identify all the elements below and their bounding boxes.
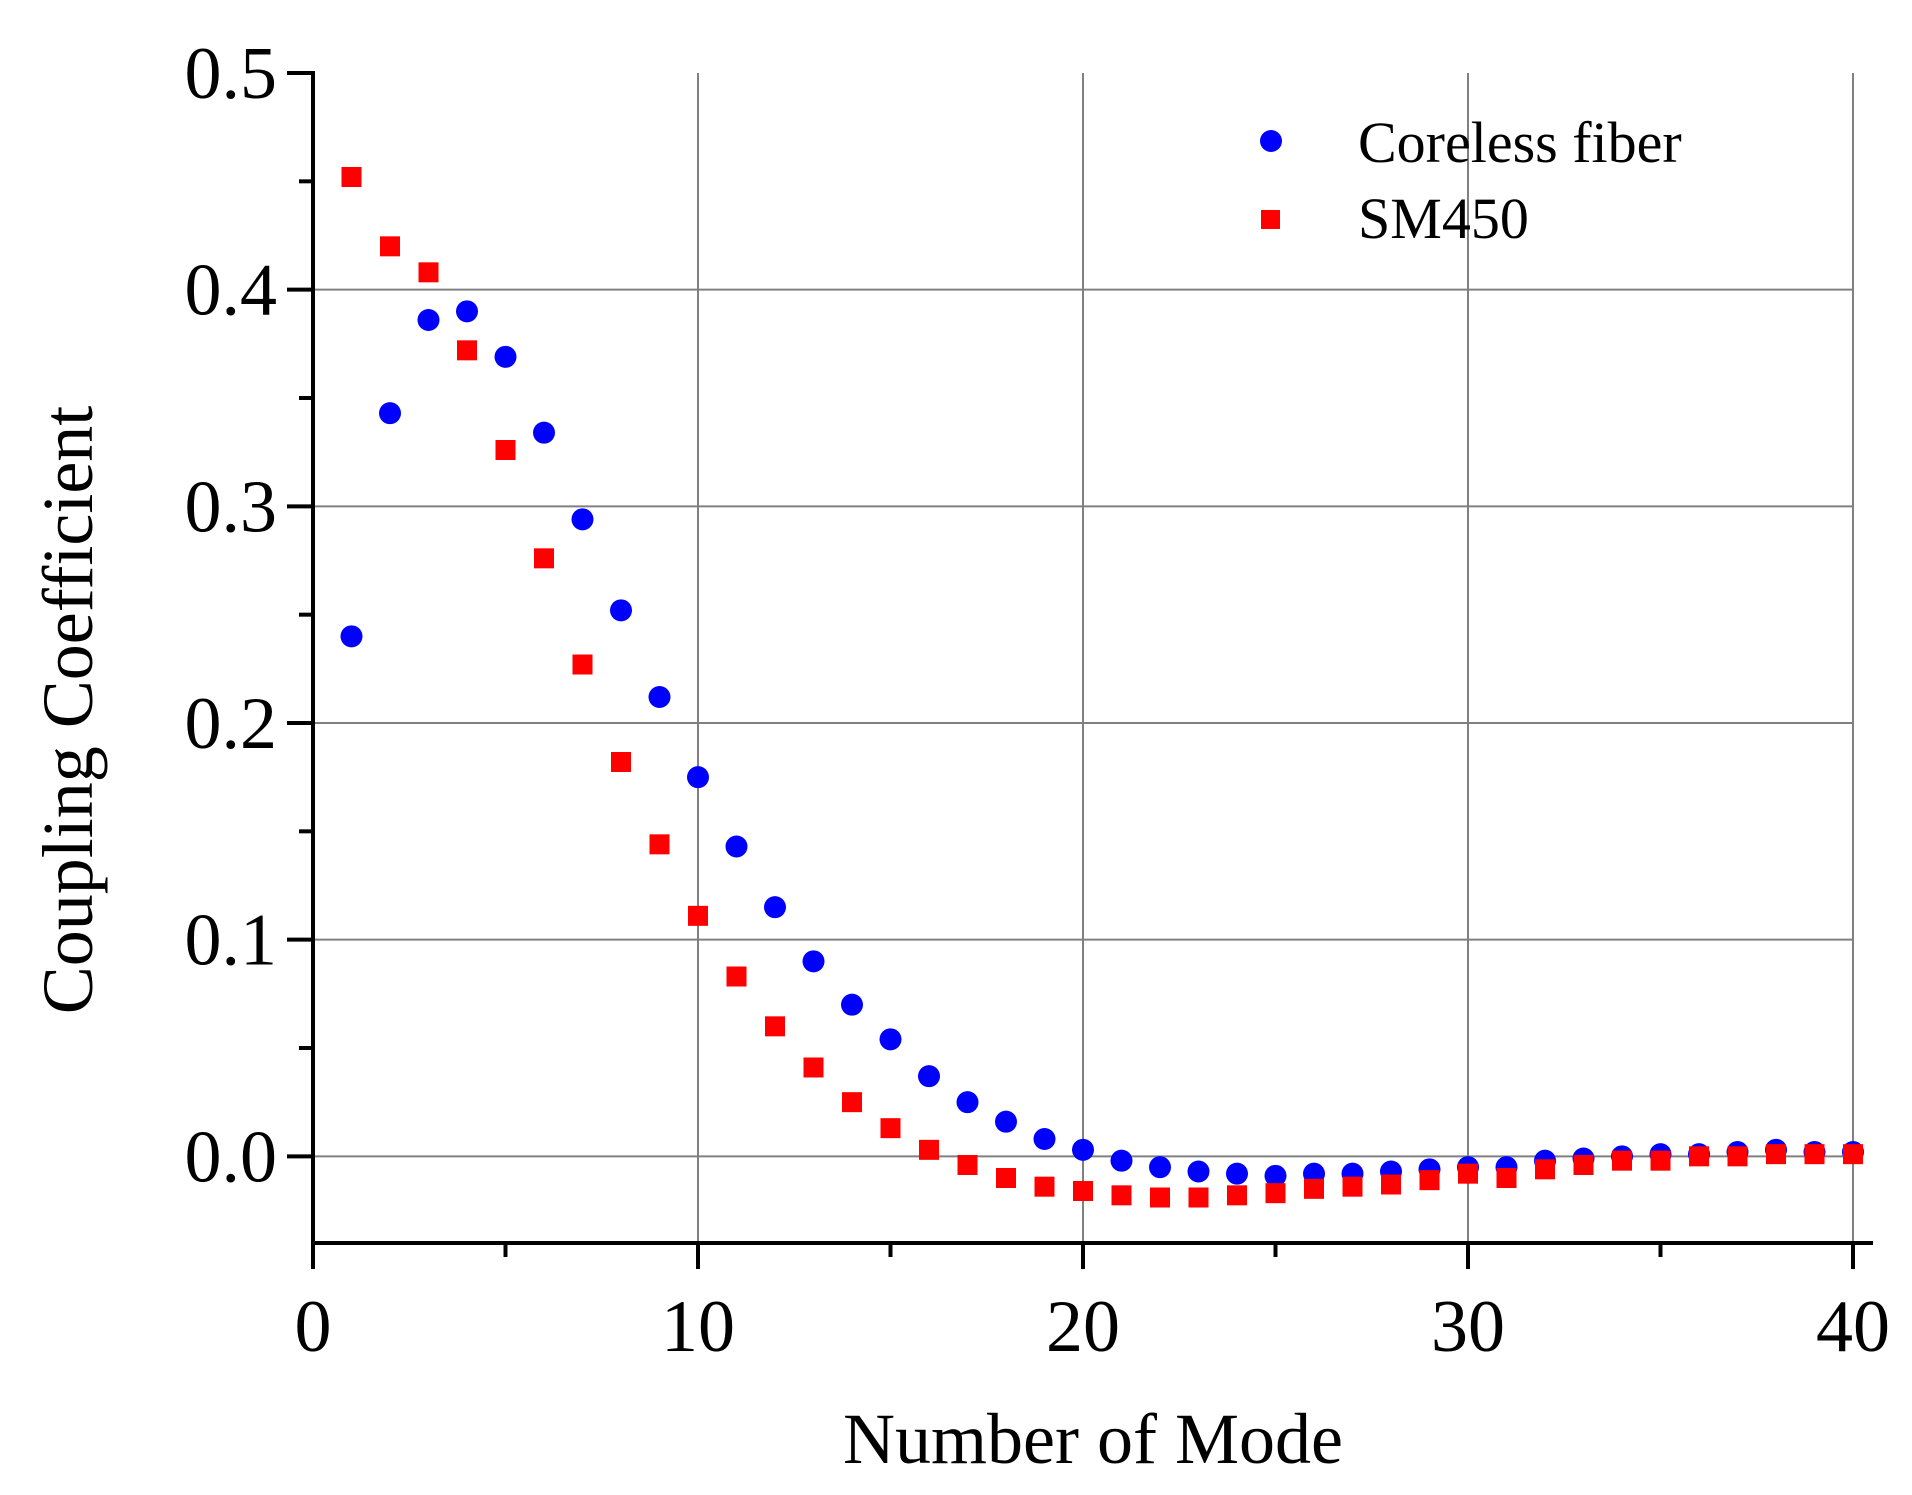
point-coreless-fiber — [1226, 1162, 1248, 1185]
point-coreless-fiber — [417, 309, 440, 331]
point-sm450 — [957, 1155, 978, 1175]
point-sm450 — [1804, 1144, 1825, 1165]
point-sm450 — [1766, 1144, 1786, 1165]
point-coreless-fiber — [648, 686, 671, 708]
point-sm450 — [611, 752, 631, 772]
point-sm450 — [457, 340, 477, 361]
point-sm450 — [1727, 1146, 1748, 1167]
legend-marker-coreless-fiber — [1260, 130, 1282, 152]
point-sm450 — [765, 1016, 785, 1037]
point-sm450 — [1034, 1176, 1055, 1197]
y-tick-label: 0.0 — [185, 1116, 278, 1198]
point-coreless-fiber — [956, 1091, 979, 1114]
ticks: 0 10 20 30 40 0.0 0.1 0.2 0.3 0.4 0.5 — [185, 33, 1891, 1368]
y-tick-label: 0.5 — [185, 33, 278, 115]
point-sm450 — [726, 966, 747, 987]
point-sm450 — [803, 1057, 824, 1078]
point-sm450 — [341, 167, 362, 187]
point-sm450 — [688, 905, 708, 926]
y-tick-label: 0.1 — [185, 900, 278, 982]
x-tick-label: 40 — [1816, 1286, 1890, 1368]
point-coreless-fiber — [1264, 1164, 1287, 1187]
point-coreless-fiber — [379, 402, 401, 425]
legend-label-coreless-fiber: Coreless fiber — [1358, 110, 1682, 175]
point-coreless-fiber — [456, 300, 478, 323]
point-sm450 — [1227, 1185, 1247, 1206]
point-sm450 — [1304, 1178, 1324, 1199]
grid — [313, 73, 1854, 1243]
point-sm450 — [1265, 1183, 1286, 1204]
x-tick-label: 20 — [1046, 1286, 1120, 1368]
point-coreless-fiber — [995, 1110, 1017, 1133]
point-sm450 — [1612, 1150, 1632, 1171]
point-coreless-fiber — [918, 1065, 940, 1088]
point-sm450 — [1150, 1187, 1170, 1208]
point-coreless-fiber — [1072, 1138, 1094, 1161]
point-coreless-fiber — [1187, 1160, 1210, 1183]
point-coreless-fiber — [494, 345, 517, 368]
point-coreless-fiber — [1149, 1156, 1171, 1179]
legend: Coreless fiber SM450 — [1260, 110, 1682, 251]
point-sm450 — [1111, 1185, 1132, 1206]
point-coreless-fiber — [533, 421, 555, 444]
point-coreless-fiber — [879, 1028, 902, 1051]
point-sm450 — [880, 1118, 901, 1139]
point-sm450 — [534, 548, 554, 569]
point-coreless-fiber — [1110, 1149, 1133, 1172]
point-sm450 — [1650, 1150, 1671, 1171]
data-points — [340, 167, 1864, 1208]
point-coreless-fiber — [610, 599, 632, 622]
point-sm450 — [649, 834, 670, 855]
point-sm450 — [572, 654, 593, 675]
point-coreless-fiber — [725, 835, 748, 858]
point-sm450 — [842, 1092, 862, 1113]
point-sm450 — [1458, 1163, 1478, 1184]
point-coreless-fiber — [687, 766, 709, 789]
point-sm450 — [919, 1139, 939, 1160]
y-tick-label: 0.3 — [185, 466, 278, 548]
point-coreless-fiber — [802, 950, 825, 973]
point-sm450 — [1342, 1176, 1363, 1197]
point-sm450 — [1843, 1144, 1863, 1165]
point-sm450 — [1573, 1155, 1594, 1175]
point-sm450 — [996, 1168, 1016, 1188]
point-sm450 — [1496, 1168, 1517, 1188]
point-sm450 — [1419, 1170, 1440, 1191]
point-sm450 — [495, 440, 516, 460]
point-coreless-fiber — [841, 993, 863, 1016]
x-axis-title: Number of Mode — [843, 1399, 1343, 1479]
y-tick-label: 0.2 — [185, 683, 278, 765]
y-tick-label: 0.4 — [185, 250, 278, 332]
point-coreless-fiber — [340, 625, 363, 648]
x-tick-label: 30 — [1431, 1286, 1505, 1368]
point-sm450 — [380, 236, 400, 257]
legend-label-sm450: SM450 — [1358, 186, 1529, 251]
y-axis-title: Coupling Coefficient — [28, 406, 108, 1015]
point-sm450 — [1381, 1174, 1401, 1195]
point-sm450 — [1689, 1146, 1709, 1167]
point-sm450 — [1188, 1187, 1209, 1208]
point-sm450 — [1535, 1159, 1555, 1180]
legend-marker-sm450 — [1261, 210, 1280, 229]
point-coreless-fiber — [571, 508, 594, 531]
x-tick-label: 10 — [661, 1286, 735, 1368]
x-tick-label: 0 — [295, 1286, 332, 1368]
point-coreless-fiber — [764, 896, 786, 919]
point-coreless-fiber — [1033, 1128, 1056, 1150]
axes — [311, 71, 1873, 1245]
point-sm450 — [1073, 1181, 1093, 1201]
point-sm450 — [418, 262, 439, 283]
